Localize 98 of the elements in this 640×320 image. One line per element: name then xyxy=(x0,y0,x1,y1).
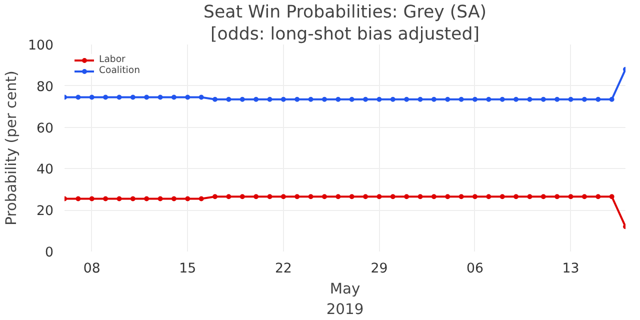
point xyxy=(198,196,204,202)
x-tick-label: 13 xyxy=(562,262,580,276)
point xyxy=(280,96,286,102)
point xyxy=(294,194,300,200)
x-tick-label: 15 xyxy=(179,262,196,276)
point xyxy=(514,194,519,200)
point xyxy=(376,96,382,102)
point xyxy=(267,194,272,200)
x-tick-label: 29 xyxy=(370,262,388,276)
point xyxy=(582,96,587,102)
point xyxy=(514,96,519,102)
point xyxy=(254,96,259,102)
point xyxy=(540,194,546,200)
y-tick-label: 40 xyxy=(36,162,54,178)
point xyxy=(158,94,163,100)
point xyxy=(322,96,327,102)
point xyxy=(486,194,492,200)
y-tick-label: 80 xyxy=(36,80,54,95)
point xyxy=(171,196,176,202)
point xyxy=(609,194,614,200)
point xyxy=(431,96,436,102)
point xyxy=(609,96,614,102)
point xyxy=(568,194,574,200)
point xyxy=(527,96,532,102)
y-axis-title: Probability (per cent) xyxy=(3,70,20,226)
point xyxy=(445,194,450,200)
point xyxy=(540,96,546,102)
point xyxy=(158,196,163,202)
point xyxy=(294,96,300,102)
point xyxy=(568,96,574,102)
point xyxy=(404,194,410,200)
point xyxy=(144,196,150,202)
point xyxy=(185,196,190,202)
legend-label: Labor xyxy=(99,54,126,65)
point xyxy=(267,96,272,102)
x-tick-label: 22 xyxy=(274,262,292,276)
point xyxy=(458,96,464,102)
point xyxy=(390,96,396,102)
point xyxy=(130,94,136,100)
point xyxy=(130,196,136,202)
x-axis-title: May 2019 xyxy=(326,280,364,318)
point xyxy=(76,196,81,202)
point xyxy=(240,96,245,102)
point xyxy=(103,94,108,100)
point xyxy=(376,194,382,200)
x-tick-label: 06 xyxy=(466,262,484,276)
point xyxy=(349,96,354,102)
point xyxy=(103,196,108,202)
point xyxy=(500,194,505,200)
point xyxy=(322,194,327,200)
point xyxy=(596,96,601,102)
point xyxy=(336,194,341,200)
x-tick-label: 08 xyxy=(83,262,100,276)
point xyxy=(596,194,601,200)
point xyxy=(349,194,354,200)
point xyxy=(363,194,368,200)
point xyxy=(226,194,232,200)
point xyxy=(171,94,176,100)
point xyxy=(89,196,94,202)
point xyxy=(308,96,314,102)
point xyxy=(582,194,587,200)
point xyxy=(336,96,341,102)
point xyxy=(254,194,259,200)
point xyxy=(527,194,532,200)
point xyxy=(390,194,396,200)
point xyxy=(458,194,464,200)
point xyxy=(240,194,245,200)
point xyxy=(198,94,204,100)
point xyxy=(554,194,560,200)
point xyxy=(472,96,478,102)
point xyxy=(280,194,286,200)
chart-title: Seat Win Probabilities: Grey (SA) xyxy=(203,2,487,22)
legend-label: Coalition xyxy=(99,65,140,76)
point xyxy=(308,194,314,200)
point xyxy=(89,94,94,100)
point xyxy=(226,96,232,102)
point xyxy=(445,96,450,102)
point xyxy=(144,94,150,100)
y-tick-label: 60 xyxy=(36,121,54,136)
point xyxy=(76,94,81,100)
point xyxy=(363,96,368,102)
point xyxy=(212,96,218,102)
chart-subtitle: [odds: long-shot bias adjusted] xyxy=(210,24,480,44)
point xyxy=(418,194,423,200)
point xyxy=(404,96,410,102)
point xyxy=(418,96,423,102)
y-tick-label: 0 xyxy=(45,246,54,260)
point xyxy=(185,94,190,100)
point xyxy=(500,96,505,102)
point xyxy=(116,94,122,100)
point xyxy=(212,194,218,200)
point xyxy=(116,196,122,202)
point xyxy=(472,194,478,200)
y-tick-label: 20 xyxy=(36,204,54,220)
point xyxy=(431,194,436,200)
point xyxy=(486,96,492,102)
point xyxy=(554,96,560,102)
y-tick-label: 100 xyxy=(28,38,54,54)
